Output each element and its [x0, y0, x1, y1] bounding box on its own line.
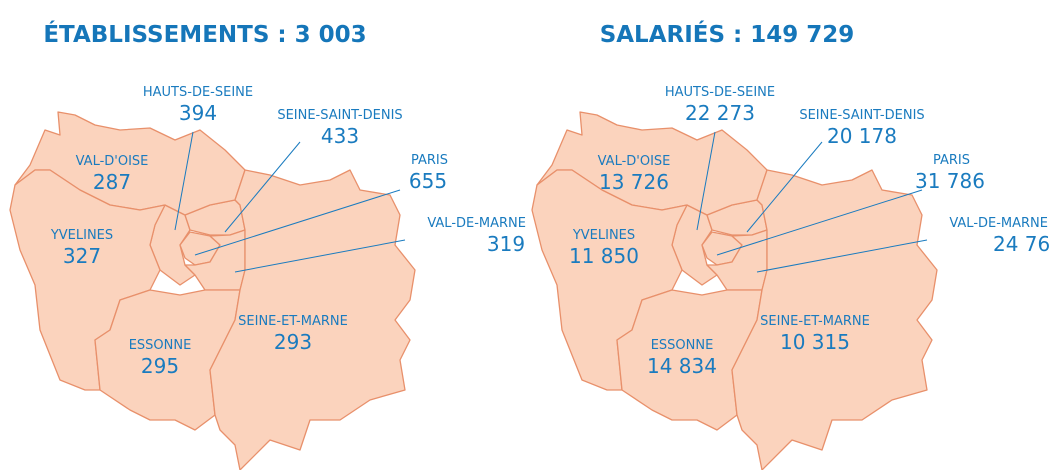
region-name: PARIS: [411, 153, 448, 168]
leader-line: [224, 141, 301, 233]
region-value: 13 726: [599, 170, 669, 194]
leader-line: [696, 131, 716, 231]
leader-line: [194, 189, 401, 256]
region-value: 319: [487, 232, 525, 256]
department: [184, 229, 246, 291]
region-name: ESSONNE: [129, 338, 192, 353]
leader-line: [234, 239, 406, 273]
region-value: 327: [63, 244, 101, 268]
region-name: VAL-D'OISE: [598, 154, 671, 169]
region-name: SEINE-ET-MARNE: [238, 314, 348, 329]
region-value: 293: [274, 330, 312, 354]
region-value: 11 850: [569, 244, 639, 268]
region-value: 10 315: [780, 330, 850, 354]
region-value: 394: [179, 101, 217, 125]
department: [706, 229, 768, 291]
map-title: SALARIÉS : 149 729: [600, 20, 855, 48]
region-name: ESSONNE: [651, 338, 714, 353]
region-value: 433: [321, 124, 359, 148]
region-name: YVELINES: [572, 228, 635, 243]
region-name: SEINE-SAINT-DENIS: [799, 108, 924, 123]
region-value: 22 273: [685, 101, 755, 125]
leader-line: [746, 141, 823, 233]
region-name: YVELINES: [50, 228, 113, 243]
region-name: HAUTS-DE-SEINE: [665, 85, 775, 100]
department: [94, 289, 241, 431]
department: [209, 169, 416, 470]
region-value: 20 178: [827, 124, 897, 148]
region-value: 14 834: [647, 354, 717, 378]
map-title: ÉTABLISSEMENTS : 3 003: [43, 20, 366, 48]
leader-line: [716, 189, 923, 256]
region-value: 655: [409, 169, 447, 193]
region-value: 287: [93, 170, 131, 194]
department: [731, 169, 938, 470]
leader-line: [174, 131, 194, 231]
region-name: VAL-DE-MARNE: [427, 216, 526, 231]
region-name: VAL-DE-MARNE: [949, 216, 1048, 231]
region-name: SEINE-ET-MARNE: [760, 314, 870, 329]
region-value: 295: [141, 354, 179, 378]
region-name: VAL-D'OISE: [76, 154, 149, 169]
region-value: 31 786: [915, 169, 985, 193]
region-name: PARIS: [933, 153, 970, 168]
department: [616, 289, 763, 431]
region-value: 24 767: [993, 232, 1049, 256]
region-name: HAUTS-DE-SEINE: [143, 85, 253, 100]
leader-line: [756, 239, 928, 273]
region-name: SEINE-SAINT-DENIS: [277, 108, 402, 123]
